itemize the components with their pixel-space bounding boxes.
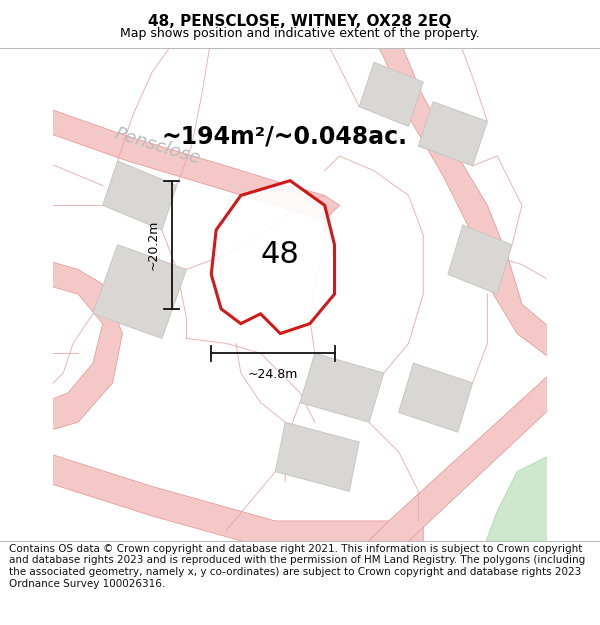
Polygon shape bbox=[359, 62, 423, 126]
Text: ~24.8m: ~24.8m bbox=[248, 368, 298, 381]
Polygon shape bbox=[103, 161, 177, 230]
Polygon shape bbox=[398, 363, 473, 432]
Polygon shape bbox=[448, 225, 512, 294]
Polygon shape bbox=[374, 38, 556, 363]
Polygon shape bbox=[44, 107, 340, 220]
Polygon shape bbox=[275, 422, 359, 491]
Text: 48: 48 bbox=[261, 240, 300, 269]
Polygon shape bbox=[300, 353, 384, 422]
Text: Contains OS data © Crown copyright and database right 2021. This information is : Contains OS data © Crown copyright and d… bbox=[9, 544, 585, 589]
Polygon shape bbox=[44, 259, 122, 432]
Polygon shape bbox=[349, 368, 556, 551]
Polygon shape bbox=[482, 452, 556, 551]
Text: 48, PENSCLOSE, WITNEY, OX28 2EQ: 48, PENSCLOSE, WITNEY, OX28 2EQ bbox=[148, 14, 452, 29]
Polygon shape bbox=[93, 245, 187, 339]
Text: Map shows position and indicative extent of the property.: Map shows position and indicative extent… bbox=[120, 27, 480, 40]
Polygon shape bbox=[44, 452, 423, 551]
Text: ~20.2m: ~20.2m bbox=[146, 219, 160, 270]
Text: Pensclose: Pensclose bbox=[113, 124, 203, 168]
Polygon shape bbox=[418, 102, 487, 166]
Polygon shape bbox=[211, 181, 335, 334]
Text: ~194m²/~0.048ac.: ~194m²/~0.048ac. bbox=[162, 124, 408, 148]
